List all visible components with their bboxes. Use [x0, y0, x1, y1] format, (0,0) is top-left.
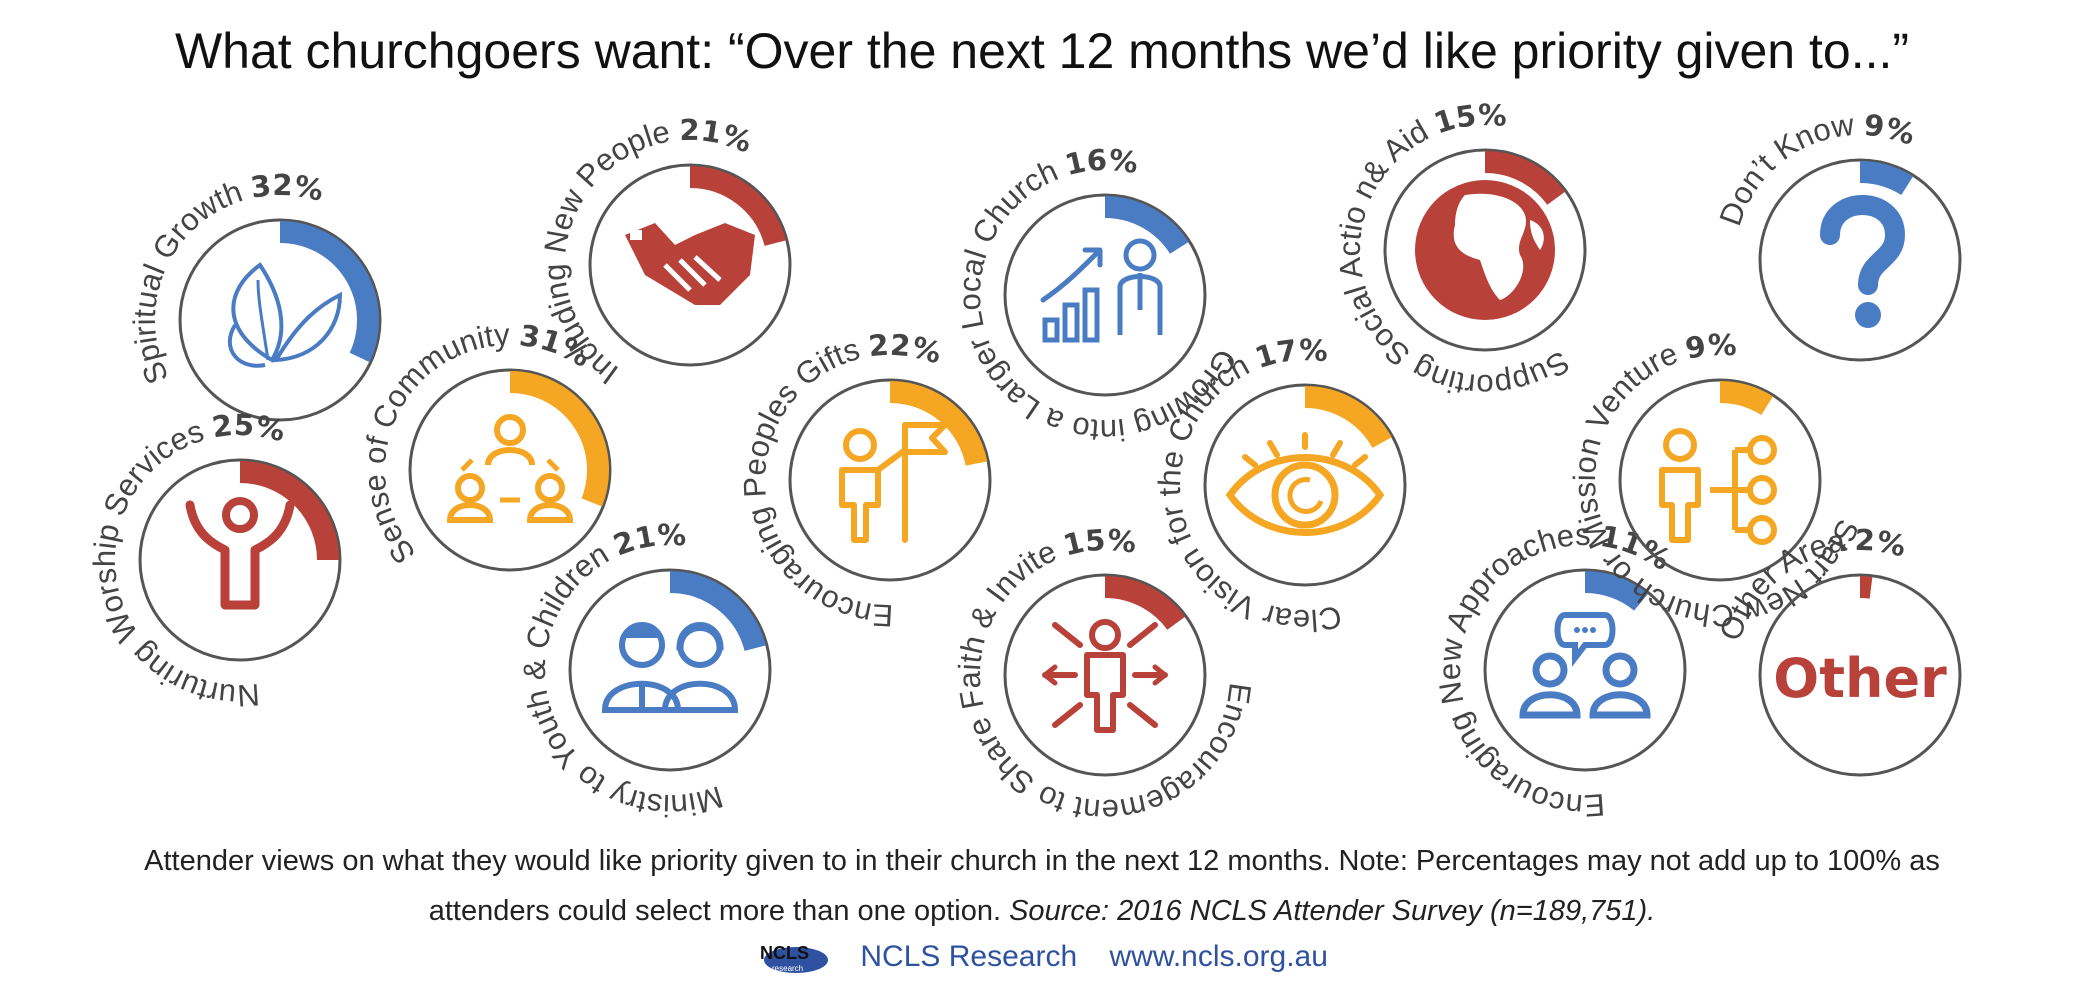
- ring-outline: [1203, 383, 1407, 587]
- item-label: Sense of Community 31%: [357, 317, 597, 571]
- share-arrows-icon: [1042, 619, 1168, 733]
- ring-outline: [568, 568, 772, 772]
- priority-item-supporting-social-actio-n-aid: Supporting Social Actio n& Aid15%: [1332, 97, 1587, 403]
- globe-icon: [1415, 180, 1555, 320]
- caption-source: Source: 2016 NCLS Attender Survey (n=189…: [1009, 895, 1656, 927]
- value-arc: [1859, 161, 1914, 196]
- caption-text: Attender views on what they would like p…: [144, 845, 1940, 927]
- ring-outline: [588, 163, 792, 367]
- priority-item-nurturing-worship-services: Nurturing Worship Services25%: [87, 408, 342, 713]
- item-label: Encouraging New Approaches 11%: [1432, 517, 1677, 823]
- other-icon: Other: [1773, 647, 1947, 710]
- youth-icon: [601, 622, 739, 713]
- ncls-logo: NCLS research: [760, 943, 829, 973]
- footer-url[interactable]: www.ncls.org.au: [1109, 940, 1328, 973]
- ring-outline: [1618, 378, 1822, 582]
- growth-icon: [1040, 238, 1163, 343]
- value-arc: [1104, 576, 1186, 631]
- item-label: Clear Vision for the Church17%: [1152, 332, 1345, 638]
- value-arc: [279, 221, 379, 363]
- ring-outline: [1758, 158, 1962, 362]
- value-arc: [509, 371, 609, 507]
- value-label: 22%: [867, 328, 945, 371]
- ring-outline: [1483, 568, 1687, 772]
- logo-sub: research: [772, 964, 803, 973]
- footer-org: NCLS Research: [860, 940, 1078, 973]
- footer: NCLS research NCLS Research www.ncls.org…: [0, 938, 2084, 976]
- chart-caption: Attender views on what they would like p…: [90, 836, 1994, 936]
- value-label: 2%: [1854, 523, 1909, 564]
- ring-outline: [1383, 148, 1587, 352]
- value-label: 15%: [1430, 97, 1508, 140]
- eye-icon: [1225, 432, 1385, 536]
- priority-item-don-t-know: Don’t Know 9%: [1712, 107, 1962, 362]
- chart-title: What churchgoers want: “Over the next 12…: [174, 23, 1910, 79]
- leaf-icon: [227, 262, 343, 368]
- value-label: 17%: [1251, 332, 1329, 375]
- question-mark-icon: [1820, 195, 1906, 328]
- ring-outline: [408, 368, 612, 572]
- priority-item-start-new-church-or-mission-venture: Start New Church or Mission Venture9%: [1567, 328, 1866, 633]
- value-arc: [669, 571, 766, 652]
- value-label: 16%: [1062, 142, 1140, 182]
- value-label: 21%: [609, 518, 687, 563]
- value-label: 15%: [1060, 522, 1138, 562]
- label-text: Nurturing Worship Services: [87, 413, 261, 713]
- chart-figure: Spiritual Growth32% Nurturing Worship Se…: [87, 97, 1962, 828]
- value-label: 21%: [679, 113, 756, 159]
- value-arc: [889, 381, 988, 466]
- value-arc: [1104, 196, 1189, 255]
- ring-outline: [1003, 193, 1207, 397]
- flag-person-icon: [839, 422, 948, 543]
- ring-outline: [788, 378, 992, 582]
- value-arc: [1859, 576, 1873, 599]
- value-label: 9%: [1862, 108, 1919, 152]
- priority-item-encouraging-peoples-gifts: Encouraging Peoples Gifts 22%: [737, 328, 992, 633]
- value-label: 9%: [1683, 328, 1737, 366]
- ring-outline: [178, 218, 382, 422]
- ring-outline: [138, 458, 342, 662]
- value-arc: [1484, 151, 1566, 206]
- community-icon: [446, 414, 574, 523]
- label-text: Sense of Community: [357, 317, 511, 571]
- value-label: 32%: [248, 168, 326, 208]
- label-text: Encouraging Peoples Gifts: [737, 331, 894, 633]
- value-arc: [239, 461, 339, 561]
- value-arc: [689, 166, 786, 247]
- worship-person-icon: [185, 497, 295, 610]
- ring-outline: [1003, 573, 1207, 777]
- logo-text: NCLS: [760, 943, 809, 963]
- priority-item-encouraging-new-approaches: Encouraging New Approaches 11%: [1432, 517, 1687, 823]
- value-arc: [1719, 381, 1774, 416]
- ring-outline: [1758, 573, 1962, 777]
- chat-people-icon: [1519, 612, 1651, 719]
- value-arc: [1584, 571, 1649, 611]
- label-text: Encouraging New Approaches: [1432, 517, 1606, 823]
- other-icon-text: Other: [1773, 647, 1947, 710]
- value-arc: [1304, 386, 1392, 449]
- handshake-icon: [625, 223, 755, 305]
- org-chart-icon: [1659, 428, 1777, 545]
- priority-item-spiritual-growth: Spiritual Growth32%: [127, 168, 382, 422]
- priority-item-ministry-to-youth-children: Ministry to Youth & Children21%: [517, 518, 772, 823]
- value-label: 25%: [210, 408, 288, 449]
